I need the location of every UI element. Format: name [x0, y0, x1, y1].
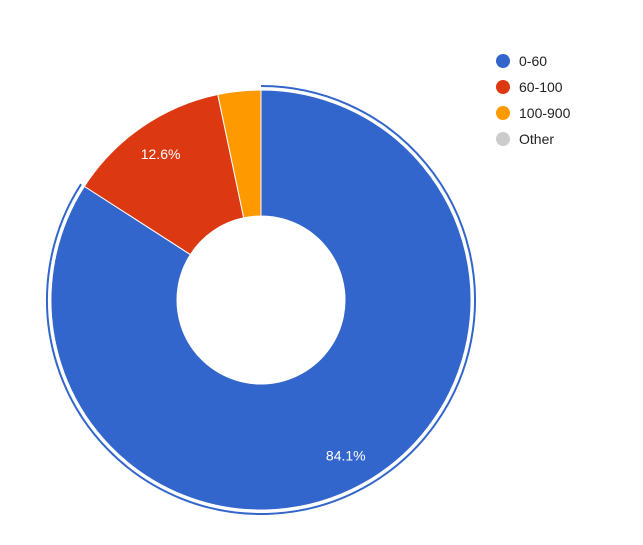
legend-swatch: [496, 80, 510, 94]
legend-label: 0-60: [519, 53, 547, 69]
legend: 0-60 60-100 100-900 Other: [496, 53, 571, 147]
slice-100-900[interactable]: [217, 89, 262, 219]
slice-labels-group: 84.1% 12.6%: [141, 146, 366, 463]
slice-0-60[interactable]: [50, 89, 472, 511]
legend-item-0-60[interactable]: 0-60: [496, 53, 547, 69]
legend-label: 100-900: [519, 105, 571, 121]
legend-swatch: [496, 54, 510, 68]
legend-label: Other: [519, 131, 554, 147]
slice-highlight-ring: [46, 85, 476, 515]
slice-label-60-100: 12.6%: [141, 146, 181, 162]
legend-swatch: [496, 106, 510, 120]
slice-60-100[interactable]: [83, 93, 245, 256]
legend-item-100-900[interactable]: 100-900: [496, 105, 571, 121]
legend-item-other[interactable]: Other: [496, 131, 554, 147]
legend-swatch: [496, 132, 510, 146]
legend-label: 60-100: [519, 79, 563, 95]
legend-item-60-100[interactable]: 60-100: [496, 79, 563, 95]
slices-group: [46, 85, 476, 515]
slice-label-0-60: 84.1%: [326, 447, 366, 463]
